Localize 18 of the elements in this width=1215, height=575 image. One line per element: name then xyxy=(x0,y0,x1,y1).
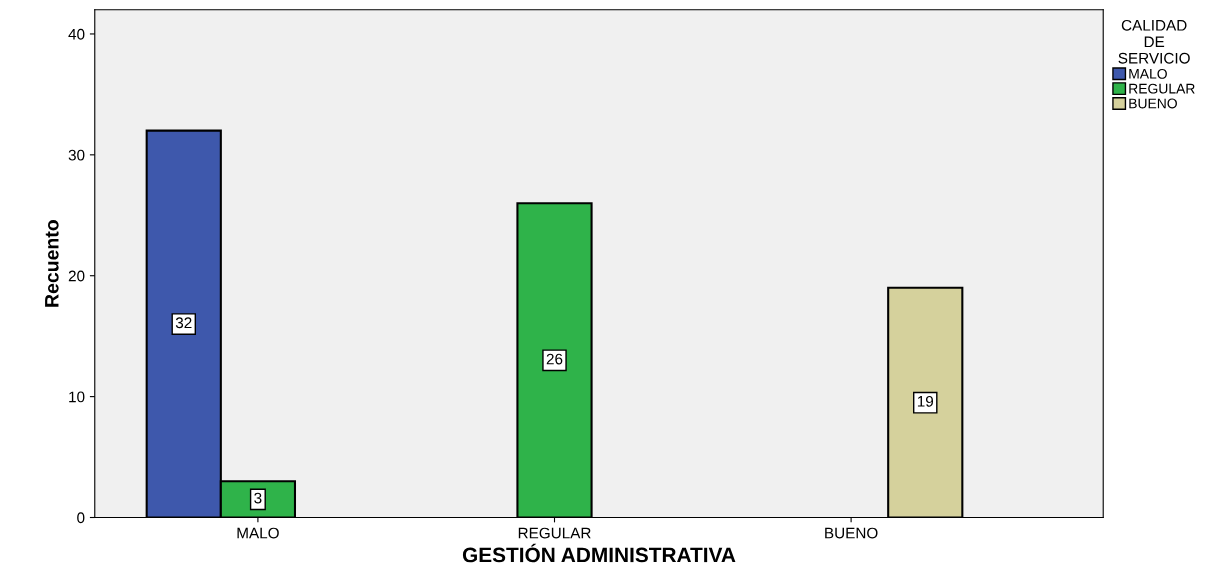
legend-label: REGULAR xyxy=(1129,83,1195,94)
data-label: 19 xyxy=(917,395,934,407)
y-tick-label: 40 xyxy=(68,28,85,40)
legend-label: MALO xyxy=(1129,68,1167,79)
legend-label: BUENO xyxy=(1129,98,1177,109)
y-axis-title: Recuento xyxy=(45,220,59,307)
y-tick-label: 30 xyxy=(68,149,85,161)
x-tick-label: BUENO xyxy=(825,527,878,539)
x-tick-label: REGULAR xyxy=(518,527,591,539)
data-label: 26 xyxy=(546,353,563,365)
legend-title: CALIDAD DE SERVICIO xyxy=(1118,19,1190,64)
y-tick-label: 10 xyxy=(69,391,85,403)
y-tick-label: 0 xyxy=(77,512,85,524)
y-tick-label: 20 xyxy=(68,270,85,282)
x-axis-title: GESTIÓN ADMINISTRATIVA xyxy=(462,543,736,563)
data-label: 3 xyxy=(254,492,262,504)
data-label: 32 xyxy=(175,317,192,329)
x-tick-label: MALO xyxy=(237,527,279,539)
